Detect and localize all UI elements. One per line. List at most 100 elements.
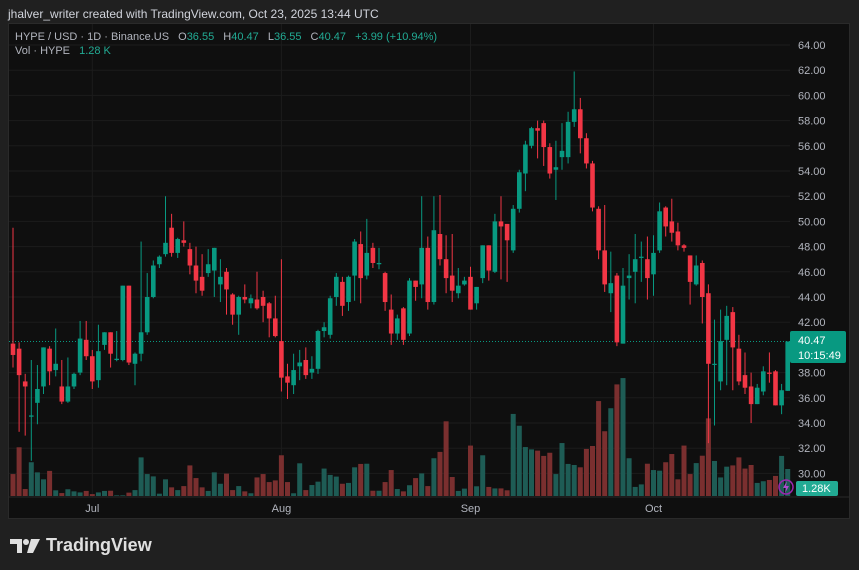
candle [547, 143, 553, 179]
candle-body [596, 208, 601, 251]
volume-bar [504, 490, 510, 496]
candle [352, 239, 357, 301]
volume-bar [413, 478, 419, 496]
candle [370, 242, 376, 269]
volume-bar [248, 493, 254, 496]
candle [260, 290, 266, 323]
candle-body [218, 276, 223, 285]
candle [169, 213, 174, 257]
candle [425, 236, 431, 310]
candle [443, 235, 449, 294]
volume-bar [303, 490, 309, 496]
candle [401, 307, 406, 345]
candle-body [681, 245, 687, 248]
volume-bar [638, 484, 644, 496]
candle-body [779, 390, 784, 406]
volume-bar [224, 473, 229, 496]
candle-body [181, 240, 187, 243]
candle-body [754, 387, 760, 405]
volume-bar [169, 487, 175, 496]
candle-body [553, 167, 559, 170]
candle [553, 140, 559, 200]
lightning-icon[interactable] [778, 479, 794, 495]
candle [620, 268, 626, 344]
volume-bar [724, 466, 730, 496]
volume-bar [193, 478, 199, 496]
volume-bar [632, 486, 638, 496]
open-label: O [178, 31, 187, 43]
candle [71, 372, 77, 389]
candle [754, 383, 760, 405]
volume-bar [352, 467, 358, 496]
volume-bar [681, 445, 687, 496]
candle [730, 307, 736, 391]
volume-bar [712, 460, 717, 496]
volume-bar [309, 485, 315, 496]
candle-body [693, 265, 699, 285]
volume-bar [102, 490, 107, 496]
candle [681, 244, 687, 252]
candle-body [742, 375, 748, 388]
volume-bar [242, 491, 248, 496]
candle-body [303, 360, 309, 376]
tradingview-logo[interactable]: TradingView [10, 535, 152, 556]
volume-bar [779, 455, 785, 496]
candle-body [449, 275, 455, 291]
volume-bar [541, 455, 547, 496]
volume-bar [577, 467, 583, 496]
candle-body [541, 123, 546, 148]
tradingview-logo-icon [10, 538, 40, 553]
volume-bar [718, 477, 724, 496]
volume-bar [126, 492, 132, 496]
candle-body [83, 339, 89, 357]
candle-body [297, 362, 302, 367]
volume-bar [205, 490, 211, 496]
candle [254, 271, 260, 310]
candle-body [700, 262, 705, 297]
candle [559, 123, 565, 170]
volume-bar [199, 487, 205, 496]
candle [431, 196, 437, 305]
volume-label[interactable]: Vol · HYPE [15, 45, 71, 57]
candle-body [535, 128, 540, 131]
candle-body [102, 332, 107, 345]
candle [77, 320, 83, 376]
candle-body [114, 358, 119, 360]
high-label: H [223, 31, 232, 43]
candle-body [645, 259, 650, 279]
volume-bar [272, 480, 278, 496]
volume-bar [388, 470, 394, 496]
volume-bar [492, 488, 498, 496]
candle [199, 254, 205, 296]
volume-bar [559, 443, 565, 496]
volume-bar [230, 490, 236, 496]
candle-body [291, 370, 296, 386]
candle [565, 111, 571, 164]
candle-body [340, 281, 345, 306]
candle-body [273, 318, 278, 337]
candle-body [712, 363, 717, 365]
candle [224, 268, 229, 315]
candle-body [370, 247, 376, 263]
volume-bar [47, 470, 53, 496]
candle-body [724, 315, 729, 340]
candle-body [614, 275, 620, 343]
volume-bar [370, 490, 376, 496]
price-tick-label: 52.00 [798, 191, 826, 203]
candle [395, 314, 400, 340]
symbol-name[interactable]: HYPE / USD · 1D · Binance.US [15, 31, 170, 43]
candle-body [132, 353, 138, 364]
candle [614, 273, 620, 347]
candle [651, 235, 656, 296]
candle [718, 309, 723, 391]
volume-bar [626, 458, 632, 496]
candle-body [669, 221, 675, 233]
candle-body [35, 388, 40, 403]
candle [327, 295, 333, 339]
candle [10, 227, 16, 368]
candle [462, 276, 467, 286]
candle-body [376, 262, 382, 265]
volume-bar [675, 479, 681, 496]
volume-bar [742, 468, 748, 496]
